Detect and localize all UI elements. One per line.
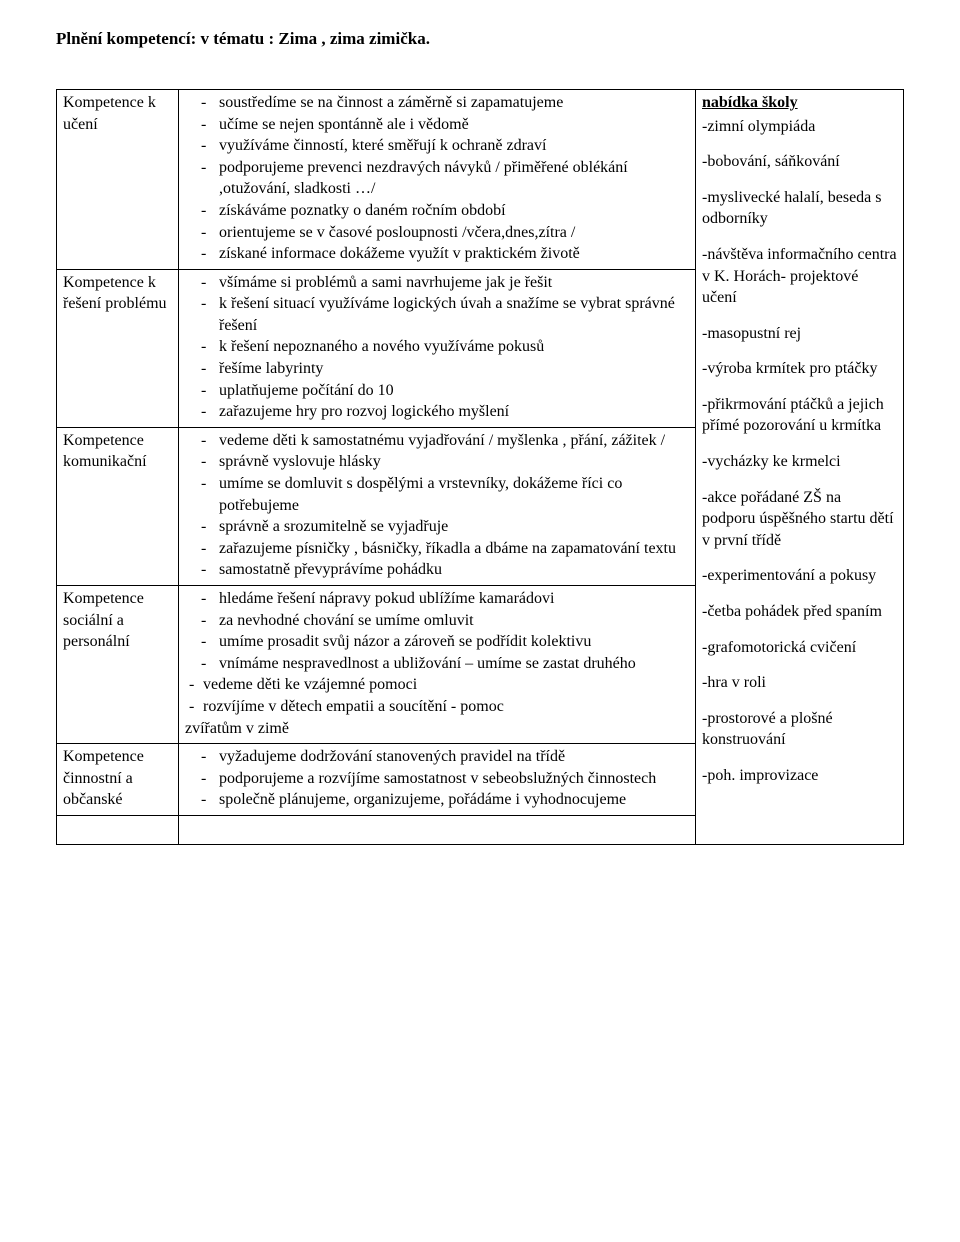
list-item: vedeme děti ke vzájemné pomoci xyxy=(203,674,689,696)
offer-item: -vycházky ke krmelci xyxy=(702,451,897,473)
offer-item: -zimní olympiáda xyxy=(702,116,897,138)
offer-item: -bobování, sáňkování xyxy=(702,151,897,173)
list-item: podporujeme prevenci nezdravých návyků /… xyxy=(219,157,689,200)
list-item: správně vyslovuje hlásky xyxy=(219,451,689,473)
competency-label: Kompetence k řešení problému xyxy=(57,269,179,427)
list-item: získáváme poznatky o daném ročním období xyxy=(219,200,689,222)
list-item: využíváme činností, které směřují k ochr… xyxy=(219,135,689,157)
offer-item: -poh. improvizace xyxy=(702,765,897,787)
competency-items: soustředíme se na činnost a záměrně si z… xyxy=(179,89,696,269)
offer-heading: nabídka školy xyxy=(702,92,897,114)
competency-label: Kompetence komunikační xyxy=(57,427,179,585)
list-item: umíme prosadit svůj názor a zároveň se p… xyxy=(219,631,689,653)
list-item: vedeme děti k samostatnému vyjadřování /… xyxy=(219,430,689,452)
list-item: podporujeme a rozvíjíme samostatnost v s… xyxy=(219,768,689,790)
offer-item: -výroba krmítek pro ptáčky xyxy=(702,358,897,380)
offer-item: -návštěva informačního centra v K. Horác… xyxy=(702,244,897,309)
offer-list: -zimní olympiáda -bobování, sáňkování -m… xyxy=(702,116,897,787)
competency-label: Kompetence k učení xyxy=(57,89,179,269)
page-title: Plnění kompetencí: v tématu : Zima , zim… xyxy=(56,28,904,51)
offer-item: -četba pohádek před spaním xyxy=(702,601,897,623)
offer-item: -myslivecké halalí, beseda s odborníky xyxy=(702,187,897,230)
competency-items: hledáme řešení nápravy pokud ublížíme ka… xyxy=(179,586,696,744)
empty-cell xyxy=(179,815,696,844)
list-tail: zvířatům v zimě xyxy=(185,718,689,740)
offer-item: -masopustní rej xyxy=(702,323,897,345)
list-item: řešíme labyrinty xyxy=(219,358,689,380)
offer-item: -hra v roli xyxy=(702,672,897,694)
list-item: učíme se nejen spontánně ale i vědomě xyxy=(219,114,689,136)
list-item: orientujeme se v časové posloupnosti /vč… xyxy=(219,222,689,244)
offer-item: -grafomotorická cvičení xyxy=(702,637,897,659)
list-item: správně a srozumitelně se vyjadřuje xyxy=(219,516,689,538)
list-item: vnímáme nespravedlnost a ubližování – um… xyxy=(219,653,689,675)
empty-cell xyxy=(57,815,179,844)
page: Plnění kompetencí: v tématu : Zima , zim… xyxy=(0,0,960,885)
school-offer: nabídka školy -zimní olympiáda -bobování… xyxy=(696,89,904,844)
list-item: umíme se domluvit s dospělými a vrstevní… xyxy=(219,473,689,516)
list-item: rozvíjíme v dětech empatii a soucítění -… xyxy=(203,696,689,718)
competency-items: vedeme děti k samostatnému vyjadřování /… xyxy=(179,427,696,585)
offer-item: -experimentování a pokusy xyxy=(702,565,897,587)
competency-items: všímáme si problémů a sami navrhujeme ja… xyxy=(179,269,696,427)
offer-item: -prostorové a plošné konstruování xyxy=(702,708,897,751)
list-item: samostatně převyprávíme pohádku xyxy=(219,559,689,581)
competency-items: vyžadujeme dodržování stanovených pravid… xyxy=(179,744,696,816)
list-item: vyžadujeme dodržování stanovených pravid… xyxy=(219,746,689,768)
list-item: společně plánujeme, organizujeme, pořádá… xyxy=(219,789,689,811)
list-item: hledáme řešení nápravy pokud ublížíme ka… xyxy=(219,588,689,610)
list-item: k řešení nepoznaného a nového využíváme … xyxy=(219,336,689,358)
offer-item: -přikrmování ptáčků a jejich přímé pozor… xyxy=(702,394,897,437)
list-item: k řešení situací využíváme logických úva… xyxy=(219,293,689,336)
list-item: zařazujeme hry pro rozvoj logického myšl… xyxy=(219,401,689,423)
list-item: zařazujeme písničky , básničky, říkadla … xyxy=(219,538,689,560)
list-item: získané informace dokážeme využít v prak… xyxy=(219,243,689,265)
offer-item: -akce pořádané ZŠ na podporu úspěšného s… xyxy=(702,487,897,552)
list-item: za nevhodné chování se umíme omluvit xyxy=(219,610,689,632)
competency-label: Kompetence činnostní a občanské xyxy=(57,744,179,816)
list-item: všímáme si problémů a sami navrhujeme ja… xyxy=(219,272,689,294)
competency-table: Kompetence k učení soustředíme se na čin… xyxy=(56,89,904,845)
list-item: soustředíme se na činnost a záměrně si z… xyxy=(219,92,689,114)
list-item: uplatňujeme počítání do 10 xyxy=(219,380,689,402)
competency-label: Kompetence sociální a personální xyxy=(57,586,179,744)
table-row: Kompetence k učení soustředíme se na čin… xyxy=(57,89,904,269)
